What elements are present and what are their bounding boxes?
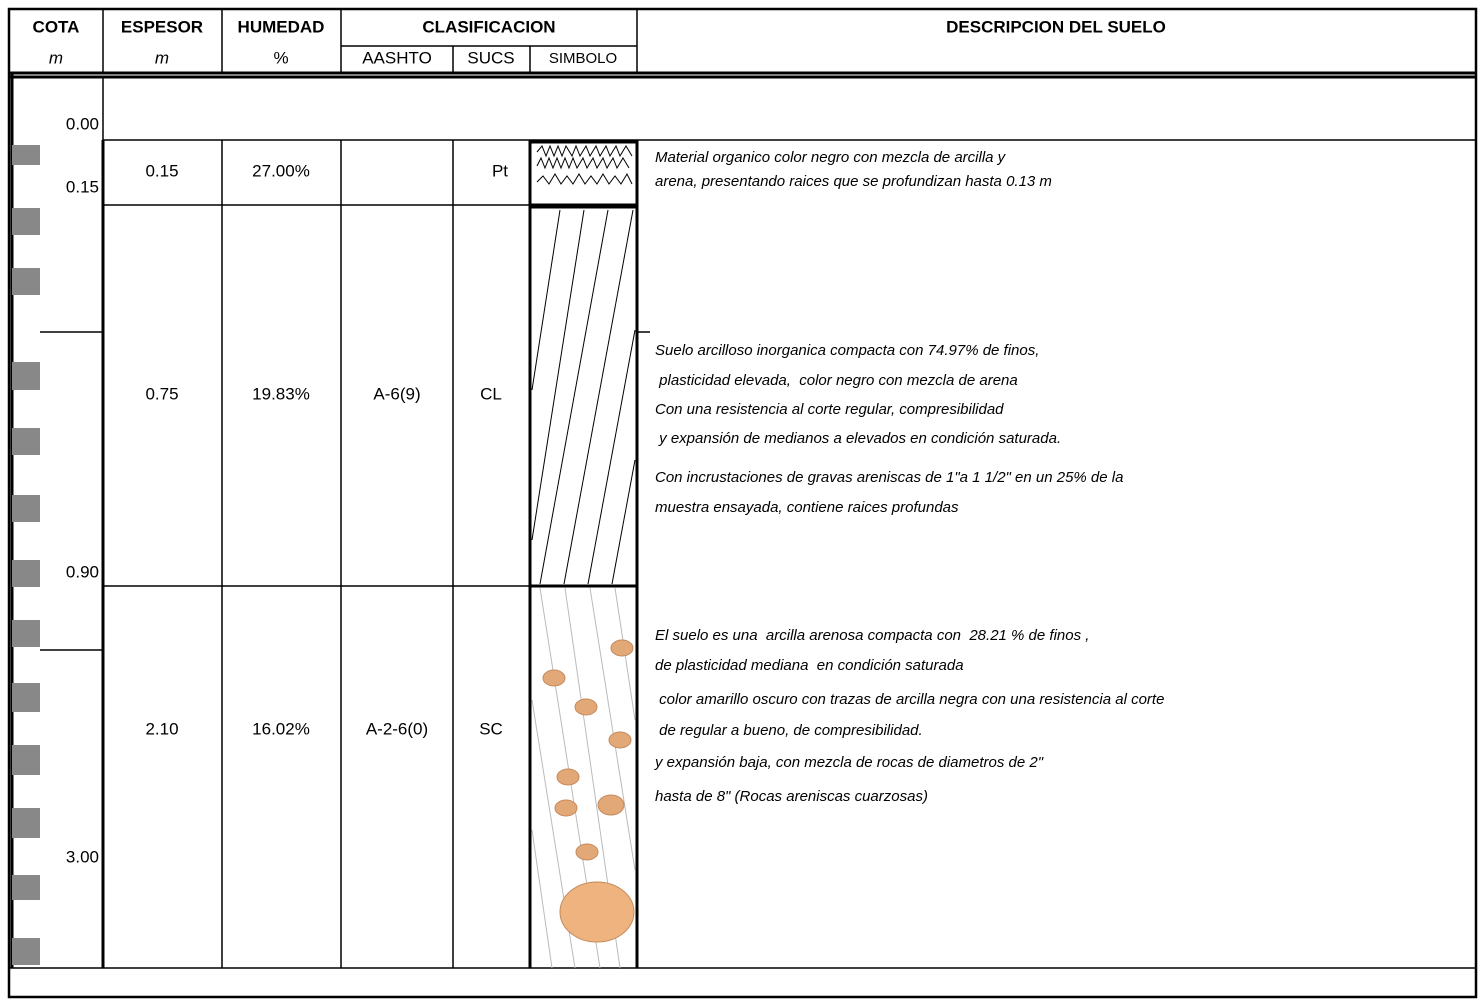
description-line: El suelo es una arcilla arenosa compacta…: [655, 627, 1089, 644]
subcolumn: SIMBOLO: [549, 50, 617, 67]
column-header: CLASIFICACION: [422, 17, 555, 36]
description-line: de regular a bueno, de compresibilidad.: [655, 722, 923, 739]
symbol-sc: [531, 587, 636, 969]
description-line: muestra ensayada, contiene raices profun…: [655, 499, 959, 516]
unit: m: [49, 48, 63, 67]
sucs: CL: [480, 384, 502, 403]
description-line: Con una resistencia al corte regular, co…: [655, 401, 1004, 418]
description-line: plasticidad elevada, color negro con mez…: [655, 372, 1018, 389]
column-header: COTA: [33, 17, 80, 36]
depth-label: 0.15: [66, 177, 99, 196]
description-line: y expansión de medianos a elevados en co…: [655, 430, 1061, 447]
description-line: y expansión baja, con mezcla de rocas de…: [654, 754, 1044, 771]
sucs: SC: [479, 719, 503, 738]
description-line: Con incrustaciones de gravas areniscas d…: [655, 469, 1123, 486]
column-header: DESCRIPCION DEL SUELO: [946, 17, 1166, 36]
aashto: A-2-6(0): [366, 719, 428, 738]
depth-label: 0.90: [66, 562, 99, 581]
depth-label: 0.00: [66, 114, 99, 133]
subcolumn: AASHTO: [362, 48, 432, 67]
description-line: Material organico color negro con mezcla…: [655, 149, 1007, 166]
symbol-cl: [528, 205, 639, 588]
border: [7, 7, 1478, 999]
aashto: A-6(9): [373, 384, 420, 403]
humedad: 16.02%: [252, 719, 310, 738]
humedad: 19.83%: [252, 384, 310, 403]
description-line: arena, presentando raices que se profund…: [655, 173, 1052, 190]
espesor: 0.75: [145, 384, 178, 403]
subcolumn: SUCS: [467, 48, 514, 67]
description-line: color amarillo oscuro con trazas de arci…: [655, 691, 1164, 708]
sucs: Pt: [492, 161, 508, 180]
column-header: HUMEDAD: [238, 17, 325, 36]
espesor: 2.10: [145, 719, 178, 738]
symbol-pt: [528, 140, 639, 207]
unit: %: [273, 48, 288, 67]
depth-label: 3.00: [66, 847, 99, 866]
espesor: 0.15: [145, 161, 178, 180]
description-line: de plasticidad mediana en condición satu…: [655, 657, 964, 674]
depth-scale: [12, 145, 40, 965]
description-line: hasta de 8" (Rocas areniscas cuarzosas): [655, 788, 928, 805]
humedad: 27.00%: [252, 161, 310, 180]
unit: m: [155, 48, 169, 67]
description-line: Suelo arcilloso inorganica compacta con …: [655, 342, 1039, 359]
column-header: ESPESOR: [121, 17, 203, 36]
